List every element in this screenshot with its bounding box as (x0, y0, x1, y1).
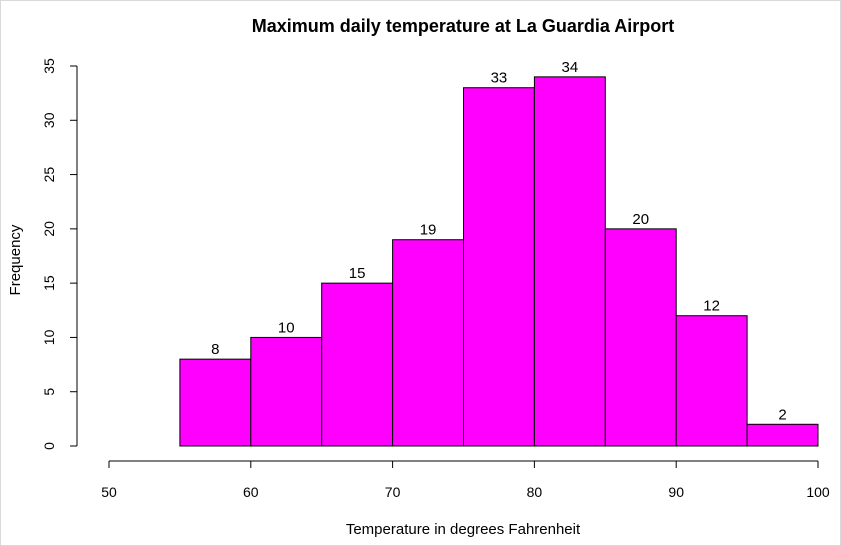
histogram-bar (321, 282, 394, 447)
bar-count-label: 33 (491, 70, 508, 87)
y-axis: 0 5 10 15 20 25 30 35 (41, 58, 78, 450)
y-tick-label: 5 (41, 388, 57, 396)
y-tick-label: 15 (41, 275, 57, 291)
y-tick-label: 25 (41, 167, 57, 183)
y-tick-label: 30 (41, 112, 57, 128)
x-tick-label: 90 (668, 484, 684, 500)
x-tick-label: 70 (385, 484, 401, 500)
histogram-bar (675, 315, 748, 447)
histogram-bar (463, 87, 535, 447)
bar-count-label: 15 (349, 265, 366, 282)
chart-title: Maximum daily temperature at La Guardia … (252, 16, 674, 36)
x-tick-label: 60 (243, 484, 259, 500)
bars-group (179, 76, 819, 447)
bar-labels-group: 8 10 15 19 33 34 20 12 2 (211, 59, 787, 423)
bar-count-label: 34 (562, 59, 579, 76)
histogram-bar (250, 336, 323, 447)
histogram-bar (533, 76, 606, 447)
histogram-bar (179, 358, 252, 447)
histogram-bar (604, 228, 677, 447)
y-tick-label: 10 (41, 329, 57, 345)
bar-count-label: 8 (211, 341, 219, 358)
histogram-bar (746, 423, 819, 447)
bar-count-label: 12 (703, 298, 720, 315)
bar-count-label: 20 (632, 211, 649, 228)
y-tick-label: 35 (41, 58, 57, 74)
x-axis-label: Temperature in degrees Fahrenheit (346, 521, 581, 538)
bar-count-label: 2 (778, 406, 786, 423)
x-axis: 50 60 70 80 90 100 (101, 460, 830, 500)
x-tick-label: 100 (806, 484, 830, 500)
y-tick-label: 0 (41, 442, 57, 450)
bar-count-label: 10 (278, 319, 295, 336)
x-tick-label: 50 (101, 484, 117, 500)
y-axis-label: Frequency (7, 224, 24, 295)
x-tick-label: 80 (527, 484, 543, 500)
y-tick-label: 20 (41, 221, 57, 237)
bar-count-label: 19 (420, 222, 437, 239)
histogram-bar (392, 239, 465, 447)
